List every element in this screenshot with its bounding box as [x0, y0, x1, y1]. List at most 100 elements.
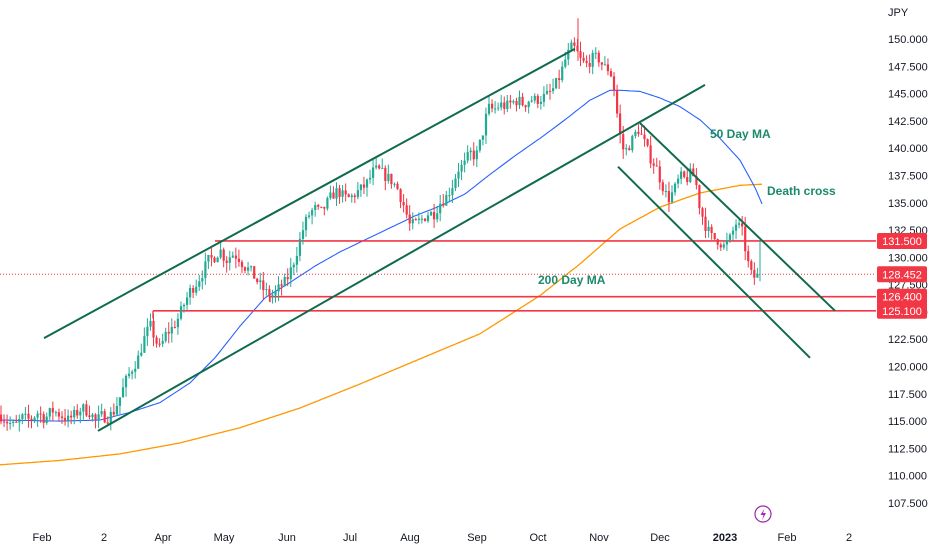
candle-body — [176, 318, 179, 328]
candle-body — [527, 101, 530, 108]
candle-body — [173, 326, 176, 328]
candle-body — [247, 267, 250, 271]
candle-body — [304, 216, 308, 231]
candle-body — [259, 280, 262, 282]
candle-body — [149, 320, 152, 327]
candle-body — [201, 278, 204, 282]
candle-body — [564, 59, 567, 67]
candle-body — [536, 95, 539, 104]
candle-body — [680, 171, 683, 179]
candle-body — [448, 195, 451, 197]
candle-body — [186, 297, 189, 305]
candle-body — [9, 423, 12, 424]
candle-body — [719, 244, 722, 248]
candle-body — [692, 168, 695, 177]
candle-body — [67, 415, 70, 422]
candle-body — [454, 178, 457, 189]
candle-body — [603, 64, 606, 66]
candle-body — [335, 188, 338, 199]
candle-body — [228, 257, 231, 263]
trend-channel-line[interactable] — [43, 47, 576, 339]
candle-body — [97, 414, 100, 420]
candle-body — [82, 404, 85, 412]
level-price-tag-text: 126.400 — [882, 292, 922, 304]
ma50-layer — [0, 89, 763, 422]
candle-body — [567, 49, 570, 60]
candle-body — [658, 166, 661, 183]
candle-body — [378, 165, 381, 169]
candle-body — [268, 289, 271, 297]
events-layer[interactable] — [754, 505, 772, 523]
candles-layer — [0, 18, 761, 432]
trend-channel-line[interactable] — [617, 165, 811, 359]
candle-body — [155, 337, 158, 344]
candle-body — [673, 183, 677, 193]
candle-body — [506, 100, 509, 109]
candle-body — [381, 167, 384, 169]
candle-body — [112, 411, 115, 415]
candle-body — [365, 179, 369, 188]
chart-annotation: 200 Day MA — [538, 273, 606, 287]
candle-body — [0, 414, 3, 422]
y-tick-label: 147.500 — [888, 61, 928, 73]
candle-body — [728, 234, 731, 241]
candle-body — [423, 218, 427, 221]
candle-body — [487, 103, 491, 114]
candle-body — [152, 320, 155, 338]
candle-body — [21, 414, 24, 419]
trend-channel-line[interactable] — [639, 122, 836, 312]
candle-body — [161, 340, 164, 344]
candle-body — [701, 208, 704, 217]
x-tick-label: Nov — [589, 532, 609, 544]
candle-body — [716, 239, 719, 245]
chart-annotation: Death cross — [767, 184, 836, 198]
candle-body — [198, 281, 201, 287]
candle-body — [91, 414, 94, 418]
currency-label: JPY — [888, 7, 909, 19]
candle-body — [277, 284, 280, 292]
candle-body — [631, 135, 634, 151]
candle-body — [579, 51, 582, 58]
candle-body — [262, 280, 265, 291]
candle-body — [54, 412, 57, 414]
candle-body — [652, 163, 655, 166]
candle-body — [738, 223, 741, 225]
candle-body — [734, 224, 738, 231]
candle-body — [396, 183, 399, 190]
candle-body — [414, 219, 417, 221]
candle-body — [420, 218, 423, 220]
event-marker-icon[interactable] — [754, 505, 772, 523]
x-axis-background — [0, 522, 876, 550]
candle-body — [750, 261, 753, 270]
candle-body — [503, 102, 506, 109]
y-tick-label: 127.500 — [888, 280, 928, 292]
candle-body — [494, 108, 497, 110]
x-tick-label: Aug — [400, 532, 420, 544]
candle-body — [612, 76, 616, 91]
candle-body — [405, 205, 408, 215]
y-tick-label: 142.500 — [888, 116, 928, 128]
candle-body — [655, 165, 658, 167]
candle-body — [314, 205, 317, 210]
candle-body — [722, 244, 725, 248]
x-axis[interactable]: Feb 2 Apr May Jun Jul Aug Sep Oct Nov Dec 2023 Feb 2 — [0, 522, 876, 550]
candle-body — [79, 411, 82, 416]
candle-body — [48, 408, 51, 417]
trend-channel-line[interactable] — [97, 84, 706, 432]
level-price-tag-text: 131.500 — [882, 236, 922, 248]
y-tick-label: 122.500 — [888, 334, 928, 346]
candle-body — [18, 419, 21, 423]
candle-body — [558, 78, 561, 81]
candle-body — [451, 188, 454, 196]
candle-body — [24, 413, 27, 415]
y-tick-label: 115.000 — [888, 416, 927, 428]
candle-body — [323, 206, 326, 209]
last-price-tag — [877, 266, 927, 283]
candle-body — [606, 64, 609, 72]
candle-body — [460, 164, 463, 172]
candle-body — [143, 336, 146, 353]
x-tick-label: Oct — [529, 532, 546, 544]
